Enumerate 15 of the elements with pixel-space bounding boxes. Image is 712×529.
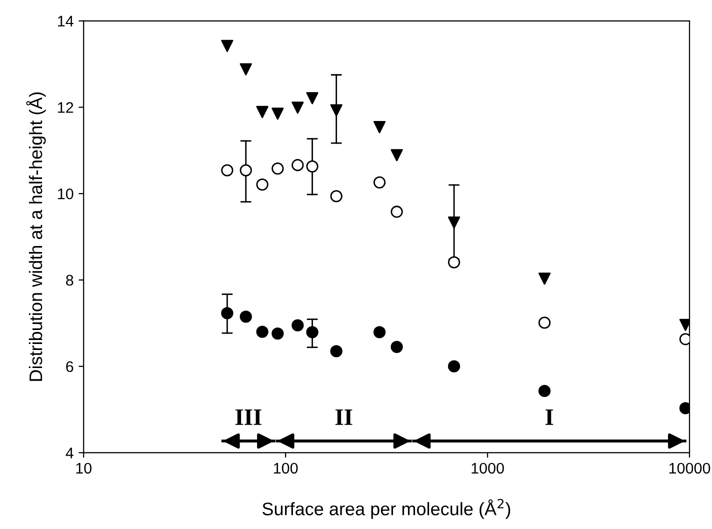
y-tick-label: 4 xyxy=(66,448,74,458)
series-label: II xyxy=(335,409,352,425)
y-tick-label: 6 xyxy=(66,361,74,372)
x-tick-label: 1000 xyxy=(472,462,504,474)
series-label: I xyxy=(546,409,554,425)
x-axis-title: Surface area per molecule (Å$^{2}$) xyxy=(262,498,510,519)
x-tick-label: 10000 xyxy=(669,462,710,474)
y-tick-label: 12 xyxy=(58,102,74,113)
y-axis-title: Distribution width at a half-height (Å) xyxy=(26,92,46,381)
series-label: III xyxy=(235,409,262,425)
x-tick-label: 10 xyxy=(76,462,92,474)
y-tick-label: 8 xyxy=(66,274,74,286)
x-tick-label: 100 xyxy=(274,462,298,474)
y-tick-label: 14 xyxy=(58,16,74,26)
y-tick-label: 10 xyxy=(58,188,74,200)
